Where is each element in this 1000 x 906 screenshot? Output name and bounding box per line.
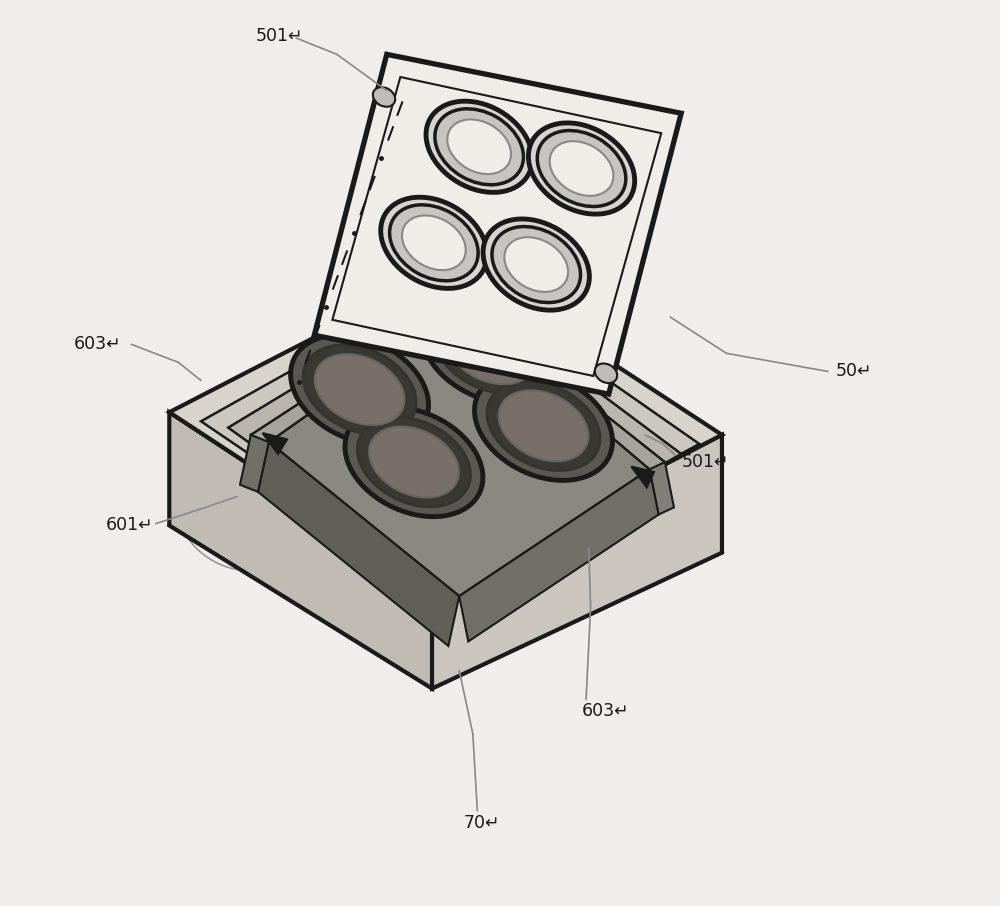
Ellipse shape bbox=[357, 418, 470, 506]
Ellipse shape bbox=[381, 198, 487, 288]
Ellipse shape bbox=[373, 87, 395, 107]
Polygon shape bbox=[169, 381, 722, 689]
Polygon shape bbox=[169, 412, 432, 689]
Ellipse shape bbox=[434, 304, 548, 393]
Ellipse shape bbox=[483, 219, 589, 310]
Ellipse shape bbox=[446, 313, 536, 384]
Text: 501↵: 501↵ bbox=[681, 453, 729, 471]
Ellipse shape bbox=[499, 390, 588, 461]
Ellipse shape bbox=[426, 101, 532, 192]
Text: 601↵: 601↵ bbox=[106, 516, 154, 535]
Ellipse shape bbox=[422, 294, 560, 403]
Polygon shape bbox=[201, 276, 699, 584]
Polygon shape bbox=[631, 467, 654, 487]
Polygon shape bbox=[251, 299, 665, 591]
Polygon shape bbox=[258, 442, 459, 646]
Polygon shape bbox=[432, 435, 722, 689]
Ellipse shape bbox=[492, 226, 581, 303]
Text: 501↵: 501↵ bbox=[255, 27, 303, 45]
Ellipse shape bbox=[402, 216, 466, 270]
Polygon shape bbox=[263, 433, 287, 454]
Ellipse shape bbox=[550, 141, 613, 196]
Ellipse shape bbox=[504, 237, 568, 292]
Polygon shape bbox=[459, 469, 659, 641]
Ellipse shape bbox=[315, 354, 404, 425]
Polygon shape bbox=[649, 462, 674, 515]
Polygon shape bbox=[269, 308, 649, 596]
Ellipse shape bbox=[303, 345, 416, 434]
Text: 603↵: 603↵ bbox=[582, 702, 629, 720]
Ellipse shape bbox=[369, 427, 459, 497]
Polygon shape bbox=[240, 435, 269, 492]
Ellipse shape bbox=[475, 371, 612, 480]
Ellipse shape bbox=[487, 381, 600, 470]
Ellipse shape bbox=[595, 363, 617, 383]
Ellipse shape bbox=[291, 335, 429, 444]
Polygon shape bbox=[169, 263, 722, 584]
Ellipse shape bbox=[390, 205, 478, 281]
Ellipse shape bbox=[345, 408, 483, 516]
Text: 603↵: 603↵ bbox=[74, 335, 122, 353]
Text: 50↵: 50↵ bbox=[835, 362, 872, 381]
Polygon shape bbox=[228, 288, 681, 587]
Ellipse shape bbox=[435, 109, 523, 185]
Polygon shape bbox=[314, 54, 681, 394]
Text: 70↵: 70↵ bbox=[464, 814, 500, 832]
Ellipse shape bbox=[537, 130, 626, 207]
Ellipse shape bbox=[447, 120, 511, 174]
Ellipse shape bbox=[528, 123, 635, 214]
